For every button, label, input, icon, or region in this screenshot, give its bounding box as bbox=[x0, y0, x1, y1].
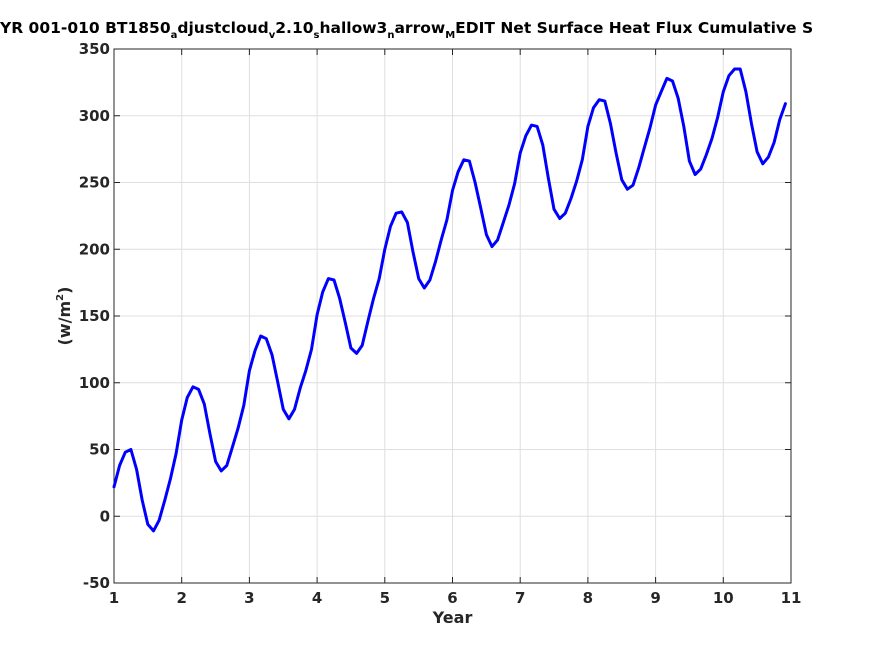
y-tick-label: 250 bbox=[79, 174, 110, 192]
x-tick-label: 8 bbox=[583, 589, 593, 607]
x-axis-label: Year bbox=[432, 608, 473, 627]
grid bbox=[113, 48, 792, 584]
chart-title-part: 2.10 bbox=[275, 19, 313, 37]
x-tick-labels: 1 2 3 4 5 6 7 8 9 10 11 bbox=[109, 589, 802, 607]
chart-title-part: n bbox=[387, 30, 394, 41]
y-axis-label: (w/m2) bbox=[55, 287, 74, 346]
x-tick-label: 5 bbox=[380, 589, 390, 607]
y-tick-label: 300 bbox=[79, 107, 110, 125]
chart-title-part: s bbox=[314, 30, 320, 41]
x-tick-label: 7 bbox=[515, 589, 525, 607]
y-tick-label: 0 bbox=[100, 507, 110, 525]
chart-title-part: arrow bbox=[394, 19, 445, 37]
x-tick-label: 1 bbox=[109, 589, 119, 607]
chart-title-part: M bbox=[445, 30, 455, 41]
x-tick-label: 6 bbox=[447, 589, 457, 607]
chart-title: YR 001-010 BT1850adjustcloudv2.10shallow… bbox=[0, 19, 813, 41]
x-tick-label: 10 bbox=[713, 589, 734, 607]
chart-title-part: djustcloud bbox=[177, 19, 268, 37]
y-tick-label: 100 bbox=[79, 374, 110, 392]
y-tick-label: 350 bbox=[79, 40, 110, 58]
y-tick-label: 150 bbox=[79, 307, 110, 325]
x-tick-label: 9 bbox=[650, 589, 660, 607]
x-tick-label: 2 bbox=[176, 589, 186, 607]
ticks bbox=[113, 48, 792, 584]
chart-title-part: a bbox=[171, 30, 178, 41]
y-axis-label-part: 2 bbox=[55, 294, 66, 301]
y-tick-label: 50 bbox=[89, 441, 110, 459]
y-axis-label-part: (w/m bbox=[55, 301, 74, 346]
x-tick-label: 11 bbox=[781, 589, 802, 607]
series-line bbox=[112, 67, 787, 533]
y-axis-label-part: ) bbox=[55, 287, 74, 294]
chart-title-part: v bbox=[269, 30, 276, 41]
y-tick-labels: -50 0 50 100 150 200 250 300 350 bbox=[79, 40, 110, 592]
y-tick-label: -50 bbox=[83, 574, 110, 592]
chart-title-part: EDIT Net Surface Heat Flux Cumulative S bbox=[455, 19, 813, 37]
x-tick-label: 3 bbox=[244, 589, 254, 607]
chart-title-part: hallow3 bbox=[319, 19, 387, 37]
x-tick-label: 4 bbox=[312, 589, 322, 607]
y-tick-label: 200 bbox=[79, 240, 110, 258]
chart-title-part: YR 001-010 BT1850 bbox=[0, 19, 171, 37]
